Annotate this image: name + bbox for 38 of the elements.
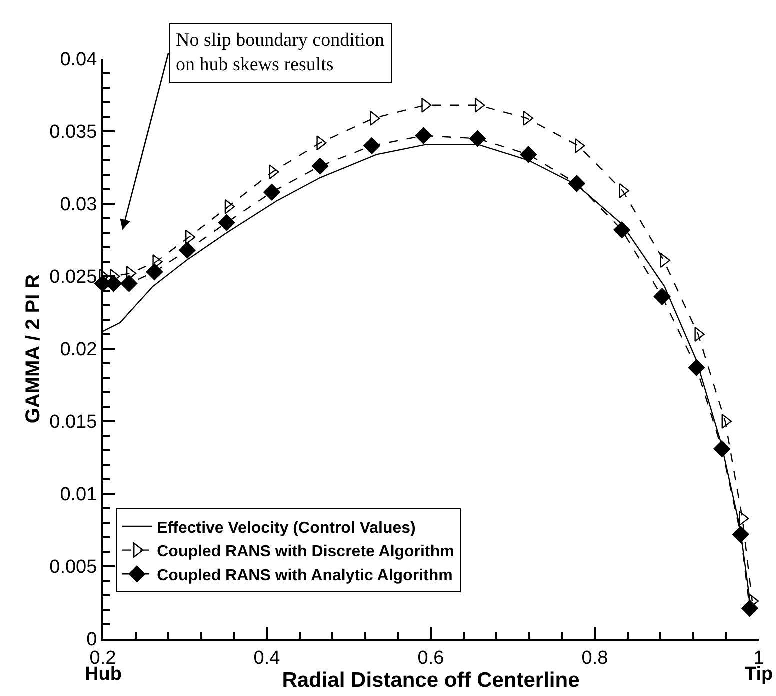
legend-label: Effective Velocity (Control Values) — [157, 520, 416, 537]
point — [742, 600, 758, 617]
annotation: No slip boundary condition on hub skews results — [176, 30, 385, 76]
point — [523, 110, 534, 126]
point — [415, 127, 432, 144]
point — [312, 158, 329, 175]
point — [179, 242, 196, 259]
point — [474, 98, 486, 113]
x-axis-title: Radial Distance off Centerline — [282, 668, 580, 692]
legend-label: Coupled RANS with Discrete Algorithm — [157, 544, 454, 561]
y-tick-label: 0.01 — [60, 484, 98, 506]
y-tick-label: 0 — [86, 630, 98, 651]
point — [568, 175, 586, 192]
x-tick-label: 0.4 — [254, 648, 281, 669]
point — [469, 130, 486, 148]
y-tick-label: 0.035 — [50, 122, 98, 144]
point — [120, 275, 138, 292]
y-tick-label: 0.005 — [50, 557, 98, 578]
y-tick-label: 0.03 — [60, 194, 98, 216]
y-tick-label: 0.02 — [60, 340, 98, 361]
point — [218, 214, 236, 232]
y-axis-title: GAMMA / 2 PI R — [22, 274, 45, 424]
point — [146, 264, 164, 281]
point — [520, 146, 537, 164]
y-tick-label: 0.015 — [50, 412, 98, 434]
point — [224, 199, 236, 214]
point — [614, 222, 630, 238]
y-tick-label: 0.025 — [50, 267, 98, 288]
x-tick-label: 0.8 — [582, 648, 608, 669]
point — [732, 526, 750, 543]
y-tick-label: 0.04 — [60, 50, 98, 71]
point — [714, 440, 730, 458]
legend-label: Coupled RANS with Analytic Algorithm — [157, 567, 453, 584]
point — [364, 138, 380, 154]
point — [264, 184, 280, 201]
point — [654, 288, 671, 306]
x-tick-label: 0.6 — [418, 648, 444, 669]
point — [688, 359, 706, 376]
